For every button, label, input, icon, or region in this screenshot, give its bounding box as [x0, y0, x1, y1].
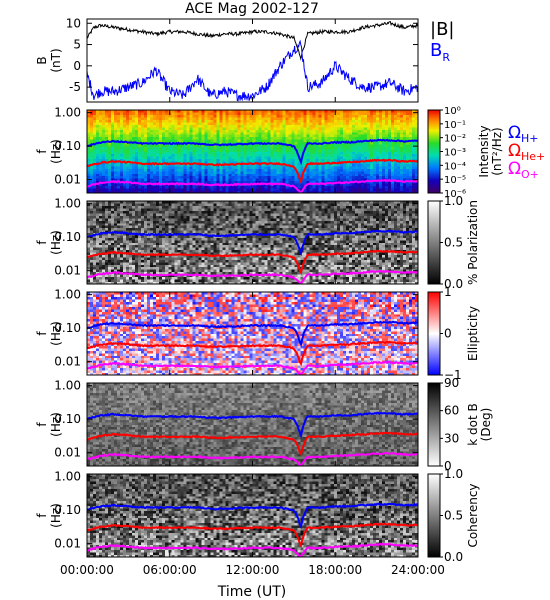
x-tick-label: 06:00:00	[143, 563, 197, 577]
colorbar-tick-label: 10⁻⁵	[444, 175, 466, 186]
y-tick-label: 0.10	[54, 321, 81, 335]
y-axis-label: f	[35, 149, 49, 154]
gyro-he-line	[87, 249, 418, 276]
gyro-he-line	[87, 158, 418, 185]
y-axis-label: B	[35, 56, 49, 64]
y-axis-unit: (Hz)	[49, 139, 63, 164]
heatmap-cells	[87, 474, 419, 558]
colorbar	[427, 200, 441, 285]
y-axis-unit: (Hz)	[49, 321, 63, 346]
gyro-h-line	[87, 411, 418, 439]
y-tick-label: 0	[73, 59, 81, 73]
panel-coherency: f (Hz) 0.01 0.10 1.00 00:00:00 06:00:00 12:00:0…	[35, 467, 480, 577]
gyro-h-line	[87, 502, 418, 530]
y-tick-label: 10	[66, 16, 81, 30]
panel-k_dot_b: f (Hz) 0.01 0.10 1.00 0 30 60 90 k dot B (Deg)	[35, 376, 493, 473]
y-axis-label: f	[35, 240, 49, 245]
y-tick-label: 1.00	[54, 288, 81, 302]
x-tick-label: 18:00:00	[308, 563, 362, 577]
colorbar-tick-label: 10⁻³	[444, 148, 466, 159]
y-axis-unit: (nT)	[49, 48, 63, 72]
y-tick-label: 0.01	[54, 264, 81, 278]
colorbar-label: Intensity	[477, 125, 491, 177]
gyro-o-line	[87, 178, 418, 193]
x-tick-label: 12:00:00	[226, 563, 280, 577]
y-tick-label: 0.01	[54, 355, 81, 369]
colorbar	[427, 291, 441, 376]
colorbar-tick-label: −1	[444, 368, 462, 382]
y-tick-label: 0.10	[54, 503, 81, 517]
series-br-line	[87, 39, 418, 102]
colorbar-tick-label: 10⁻¹	[444, 120, 466, 131]
y-tick-label: 0.01	[54, 446, 81, 460]
legend-btotal: |B|	[430, 19, 454, 40]
y-tick-label: 0.01	[54, 173, 81, 187]
colorbar	[427, 473, 441, 558]
y-tick-label: 0.10	[54, 139, 81, 153]
colorbar-tick-label: 60	[444, 404, 459, 418]
y-tick-label: 0.01	[54, 537, 81, 551]
colorbar	[427, 382, 441, 467]
y-tick-label: 5	[73, 38, 81, 52]
y-axis-unit: (Hz)	[49, 412, 63, 437]
colorbar	[427, 109, 441, 194]
y-axis-label: f	[35, 422, 49, 427]
gyro-he-line	[87, 431, 418, 457]
gyro-he-line	[87, 522, 418, 549]
y-tick-label: 0.10	[54, 230, 81, 244]
colorbar-label: k dot B	[466, 403, 480, 445]
colorbar-label: Coherency	[466, 483, 480, 547]
colorbar-tick-label: 0	[444, 327, 452, 341]
colorbar-label: % Polarization	[466, 200, 480, 285]
y-axis-label: f	[35, 513, 49, 518]
heatmap-cells	[87, 292, 419, 376]
y-axis-unit: (Hz)	[49, 230, 63, 255]
colorbar-tick-label: 0.5	[444, 509, 463, 523]
x-tick-label: 00:00:00	[60, 563, 114, 577]
gyro-o-line	[87, 451, 418, 466]
colorbar-tick-label: 10⁻²	[444, 134, 466, 145]
gyro-he-line	[87, 340, 418, 367]
y-axis-unit: (Hz)	[49, 503, 63, 528]
chart-title: ACE Mag 2002-127	[185, 1, 319, 17]
y-tick-label: 1.00	[54, 106, 81, 120]
gyro-h-line	[87, 320, 418, 348]
gyro-o-line	[87, 542, 418, 557]
colorbar-tick-label: 1	[444, 285, 452, 299]
colorbar-tick-label: 30	[444, 431, 459, 445]
gyro-h-line	[87, 229, 418, 257]
colorbar-tick-label: 1.0	[444, 467, 463, 481]
colorbar-tick-label: 0	[444, 459, 452, 473]
gyro-o-line	[87, 269, 418, 284]
colorbar-tick-label: 0.5	[444, 236, 463, 250]
colorbar-label: (Deg)	[479, 408, 493, 442]
colorbar-tick-label: 1.0	[444, 194, 463, 208]
y-tick-label: 1.00	[54, 470, 81, 484]
colorbar-tick-label: 10⁰	[444, 106, 461, 117]
heatmap-cells	[87, 110, 419, 194]
colorbar-label: Ellipticity	[466, 306, 480, 361]
x-axis-label: Time (UT)	[217, 584, 286, 600]
colorbar-tick-label: 10⁻⁶	[444, 189, 466, 200]
panel-polarization: f (Hz) 0.01 0.10 1.00 0.0 0.5 1.0% Polarization	[35, 194, 480, 291]
legend-br: BR	[430, 40, 450, 64]
colorbar-tick-label: 0.0	[444, 550, 463, 564]
panel-field: B (nT) -5 0 5 10 |B|BR	[35, 16, 454, 103]
colorbar-label: (nT²/Hz)	[490, 127, 504, 175]
x-tick-label: 24:00:00	[391, 563, 445, 577]
panel-intensity: f (Hz) 0.01 0.10 1.00 10⁻⁶ 10⁻⁵ 10⁻⁴ 10⁻³ 10⁻² 10⁻…	[35, 106, 545, 200]
gyro-h-line	[87, 138, 418, 166]
series-btotal-line	[87, 21, 418, 61]
colorbar-tick-label: 10⁻⁴	[444, 161, 466, 172]
y-axis-label: f	[35, 331, 49, 336]
y-tick-label: 0.10	[54, 412, 81, 426]
colorbar-tick-label: 90	[444, 376, 459, 390]
panel-ellipticity: f (Hz) 0.01 0.10 1.00 −1 0 1 Ellipticity	[35, 285, 480, 382]
y-tick-label: 1.00	[54, 379, 81, 393]
y-tick-label: -5	[69, 80, 81, 94]
gyro-o-line	[87, 360, 418, 375]
y-tick-label: 1.00	[54, 197, 81, 211]
colorbar-tick-label: 0.0	[444, 277, 463, 291]
